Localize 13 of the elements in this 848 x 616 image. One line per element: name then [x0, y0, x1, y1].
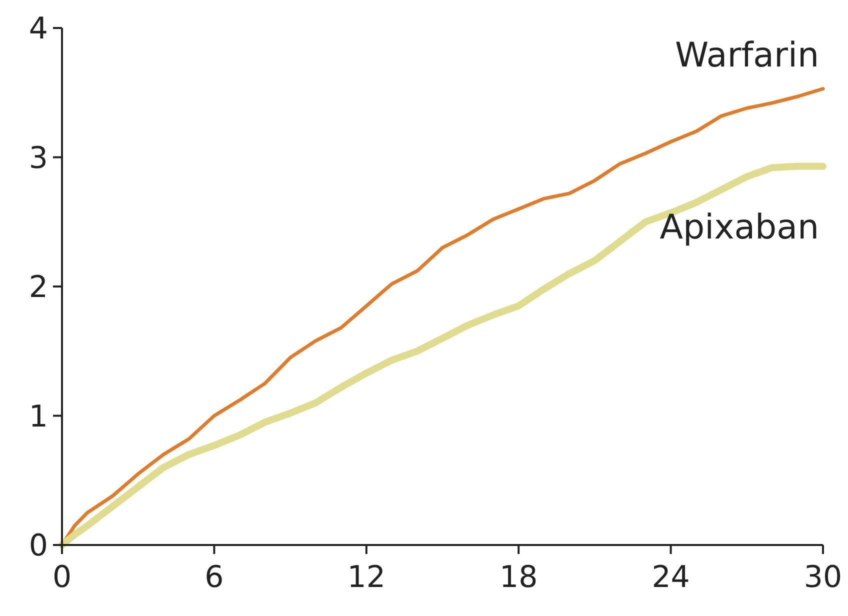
x-tick-label: 24: [652, 560, 690, 595]
series-label: Apixaban: [660, 207, 819, 248]
x-tick-label: 0: [52, 560, 72, 595]
y-tick-label: 3: [28, 140, 48, 176]
x-tick-label: 12: [347, 560, 386, 595]
x-tick-label: 30: [804, 560, 842, 595]
series-label: Warfarin: [674, 36, 819, 76]
y-tick-label: 1: [28, 399, 48, 434]
x-tick-label: 18: [500, 560, 538, 595]
y-tick-label: 2: [28, 270, 48, 305]
y-tick-label: 0: [28, 528, 48, 564]
y-tick-label: 4: [28, 12, 48, 46]
x-tick-label: 6: [204, 560, 224, 595]
